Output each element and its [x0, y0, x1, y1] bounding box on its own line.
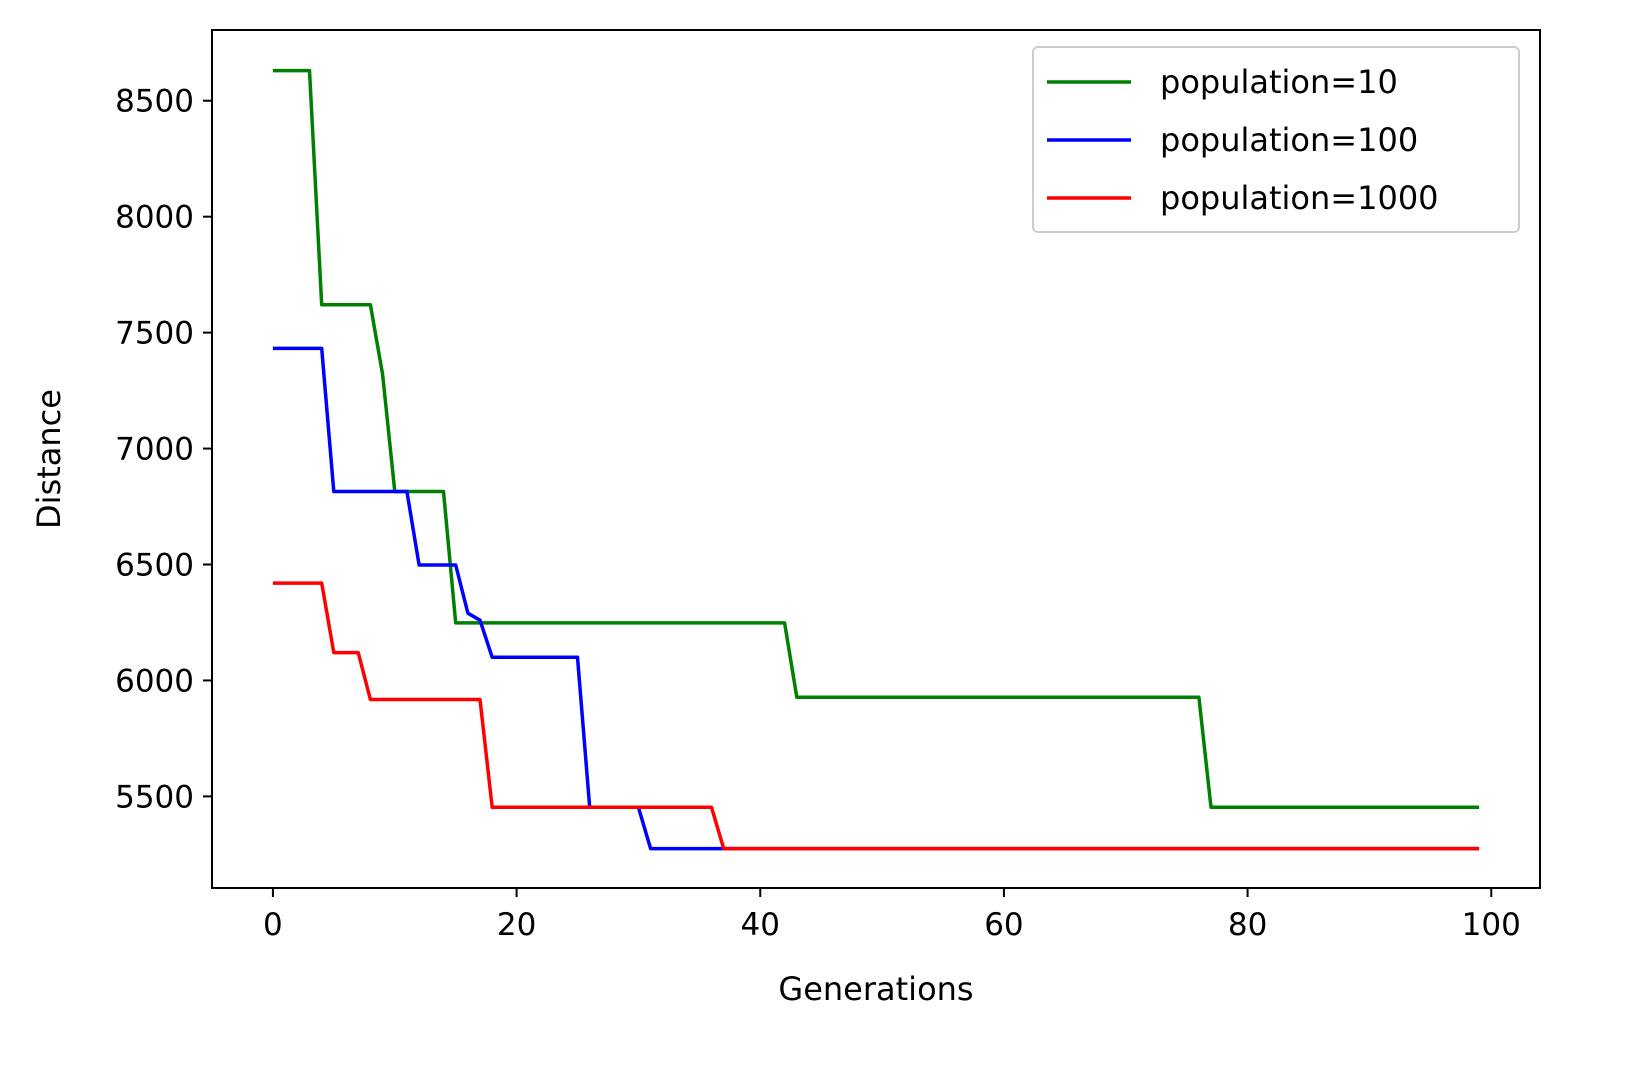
y-axis-label: Distance	[30, 389, 68, 529]
legend-label-0: population=10	[1160, 63, 1398, 101]
x-tick-label: 20	[497, 907, 536, 943]
y-tick-label: 6500	[115, 548, 194, 584]
legend-box	[1032, 46, 1520, 233]
legend-entries: population=10 population=100 population=10…	[1047, 63, 1439, 217]
y-axis: 5500 6000 6500 7000 7500 8000 8500	[115, 84, 212, 815]
legend-label-2: population=1000	[1160, 179, 1439, 217]
x-axis: 0 20 40 60 80 100	[263, 888, 1521, 943]
y-tick-label: 7500	[115, 316, 194, 352]
x-tick-label: 100	[1462, 907, 1521, 943]
legend: population=10 population=100 population=10…	[1032, 46, 1520, 233]
x-tick-label: 40	[741, 907, 780, 943]
y-tick-label: 8500	[115, 84, 194, 120]
series-line-2	[272, 581, 1480, 851]
x-tick-label: 60	[984, 907, 1023, 943]
y-tick-label: 8000	[115, 200, 194, 236]
legend-label-1: population=100	[1160, 121, 1418, 159]
x-axis-label: Generations	[778, 970, 973, 1008]
x-tick-label: 80	[1228, 907, 1267, 943]
series-layer	[272, 68, 1480, 851]
y-tick-label: 5500	[115, 779, 194, 815]
series-line-1	[272, 346, 1480, 851]
plot-frame	[211, 29, 1541, 889]
y-tick-label: 7000	[115, 432, 194, 468]
x-tick-label: 0	[263, 907, 283, 943]
y-tick-label: 6000	[115, 663, 194, 699]
series-line-0	[272, 68, 1480, 810]
